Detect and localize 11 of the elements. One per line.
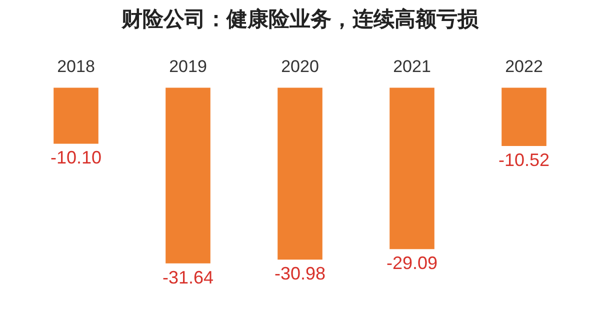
- data-label: -10.52: [498, 150, 550, 170]
- x-tick-label: 2020: [281, 57, 319, 76]
- x-tick-label: 2022: [505, 57, 543, 76]
- chart-title: 财险公司：健康险业务，连续高额亏损: [120, 7, 480, 32]
- x-tick-label: 2021: [393, 57, 431, 76]
- x-tick-label: 2018: [57, 57, 95, 76]
- data-label: -29.09: [386, 253, 438, 274]
- data-label: -30.98: [274, 264, 326, 284]
- data-label: -10.10: [50, 148, 102, 168]
- data-label: -31.64: [162, 267, 214, 288]
- x-tick-label: 2019: [169, 57, 207, 76]
